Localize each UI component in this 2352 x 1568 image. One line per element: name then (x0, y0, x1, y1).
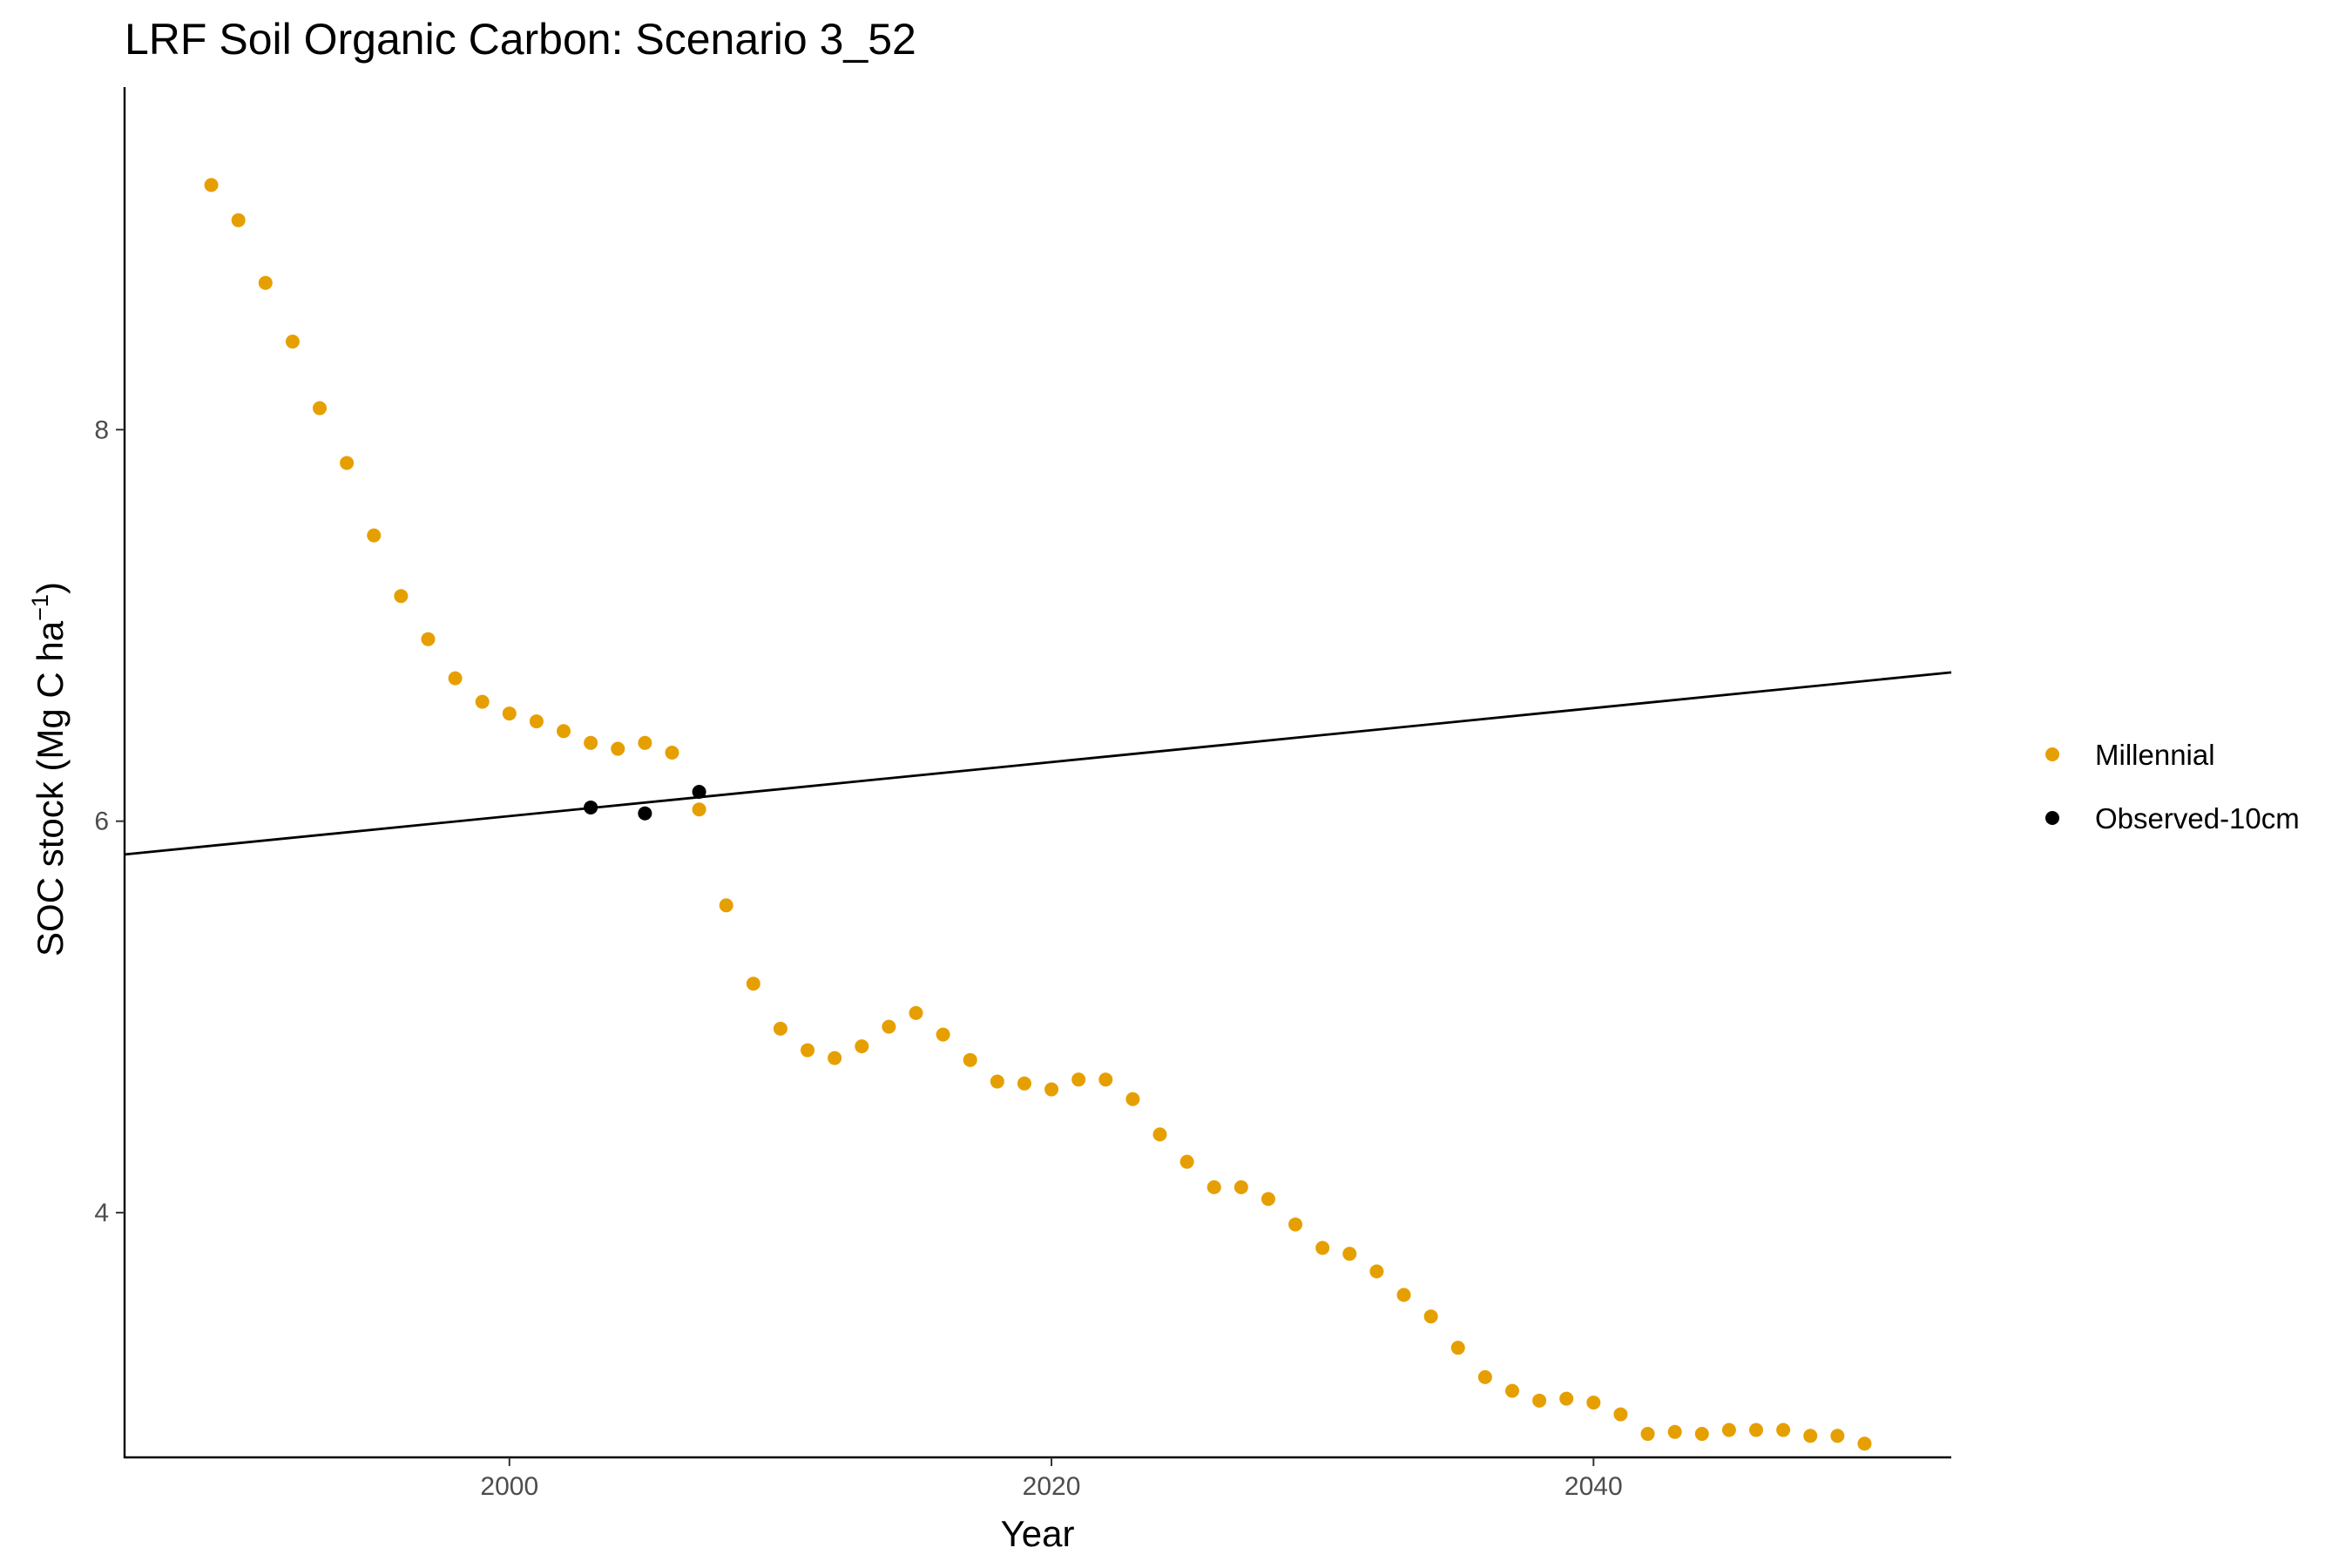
millennial-point (1667, 1424, 1682, 1439)
millennial-point (1721, 1423, 1736, 1437)
millennial-point (1776, 1423, 1791, 1437)
millennial-point (557, 724, 571, 739)
y-axis-ticks: 4 6 8 (94, 416, 125, 1227)
millennial-point (529, 714, 544, 729)
millennial-point (1396, 1288, 1411, 1302)
millennial-point (1125, 1092, 1140, 1106)
millennial-point (1017, 1076, 1031, 1091)
chart-title: LRF Soil Organic Carbon: Scenario 3_52 (125, 15, 916, 64)
millennial-point (746, 977, 760, 991)
millennial-point (828, 1051, 842, 1065)
millennial-point (502, 706, 517, 721)
millennial-point (692, 802, 706, 817)
millennial-point (1477, 1369, 1492, 1384)
axes (123, 87, 1951, 1459)
y-axis-title-main: SOC stock (Mg C ha (30, 620, 71, 956)
y-tick-label: 6 (94, 808, 109, 836)
millennial-point (855, 1039, 869, 1054)
millennial-point (1559, 1391, 1574, 1406)
millennial-point (258, 275, 273, 290)
x-tick-label: 2020 (1023, 1472, 1081, 1501)
millennial-point (665, 746, 679, 760)
millennial-point (773, 1021, 787, 1036)
x-axis-ticks: 2000 2020 2040 (480, 1457, 1623, 1501)
y-tick-label: 4 (94, 1199, 109, 1227)
y-axis-title-close: ) (30, 582, 71, 594)
millennial-point (421, 632, 436, 646)
trend-line (124, 671, 1952, 856)
millennial-point (1071, 1072, 1086, 1087)
millennial-point (1179, 1154, 1194, 1169)
millennial-point (1288, 1217, 1303, 1232)
millennial-point (1830, 1429, 1845, 1443)
millennial-point (394, 589, 409, 604)
x-tick-label: 2040 (1565, 1472, 1623, 1501)
millennial-point (1694, 1427, 1709, 1442)
legend-key-millennial (2045, 747, 2059, 761)
millennial-point (1152, 1127, 1167, 1142)
millennial-point (1342, 1247, 1357, 1261)
millennial-point (1504, 1383, 1519, 1398)
millennial-point (367, 528, 382, 543)
legend-label-millennial: Millennial (2095, 739, 2215, 771)
millennial-point (1206, 1179, 1221, 1194)
millennial-point (1857, 1436, 1872, 1451)
millennial-point (882, 1019, 896, 1034)
millennial-point (584, 735, 598, 750)
millennial-point (285, 335, 300, 349)
millennial-point (719, 898, 733, 913)
millennial-point (1369, 1264, 1384, 1279)
millennial-point (1450, 1341, 1465, 1355)
y-axis-title-superscript: −1 (27, 594, 53, 621)
data-points (204, 178, 1872, 1451)
observed-10cm-point (638, 806, 652, 821)
millennial-point (963, 1052, 977, 1067)
millennial-point (909, 1005, 923, 1020)
millennial-point (475, 694, 490, 709)
millennial-point (1586, 1396, 1601, 1410)
millennial-point (611, 741, 625, 756)
millennial-point (1315, 1240, 1330, 1255)
x-axis-title: Year (1001, 1513, 1075, 1554)
millennial-point (1803, 1429, 1818, 1443)
millennial-point (231, 213, 246, 227)
millennial-point (1748, 1423, 1763, 1437)
legend-key-observed-10cm (2045, 811, 2059, 825)
legend: Millennial Observed-10cm (2045, 739, 2300, 835)
trend-line-group (124, 671, 1952, 856)
millennial-point (340, 456, 355, 470)
millennial-point (1233, 1179, 1248, 1194)
millennial-point (313, 401, 328, 416)
millennial-point (1532, 1393, 1547, 1408)
millennial-point (448, 671, 463, 686)
millennial-point (1260, 1192, 1275, 1206)
observed-10cm-point (584, 800, 598, 814)
observed-10cm-point (692, 784, 706, 799)
x-tick-label: 2000 (480, 1472, 538, 1501)
y-axis-title: SOC stock (Mg C ha−1) (27, 582, 71, 956)
millennial-point (1613, 1407, 1628, 1422)
millennial-point (936, 1027, 950, 1042)
legend-label-observed-10cm: Observed-10cm (2095, 802, 2300, 835)
millennial-point (1044, 1082, 1059, 1097)
millennial-point (1098, 1072, 1113, 1087)
y-tick-label: 8 (94, 416, 109, 444)
millennial-point (638, 735, 652, 750)
millennial-point (1423, 1309, 1438, 1324)
millennial-point (204, 178, 219, 193)
millennial-point (801, 1043, 815, 1058)
millennial-point (990, 1074, 1004, 1089)
millennial-point (1640, 1427, 1655, 1442)
